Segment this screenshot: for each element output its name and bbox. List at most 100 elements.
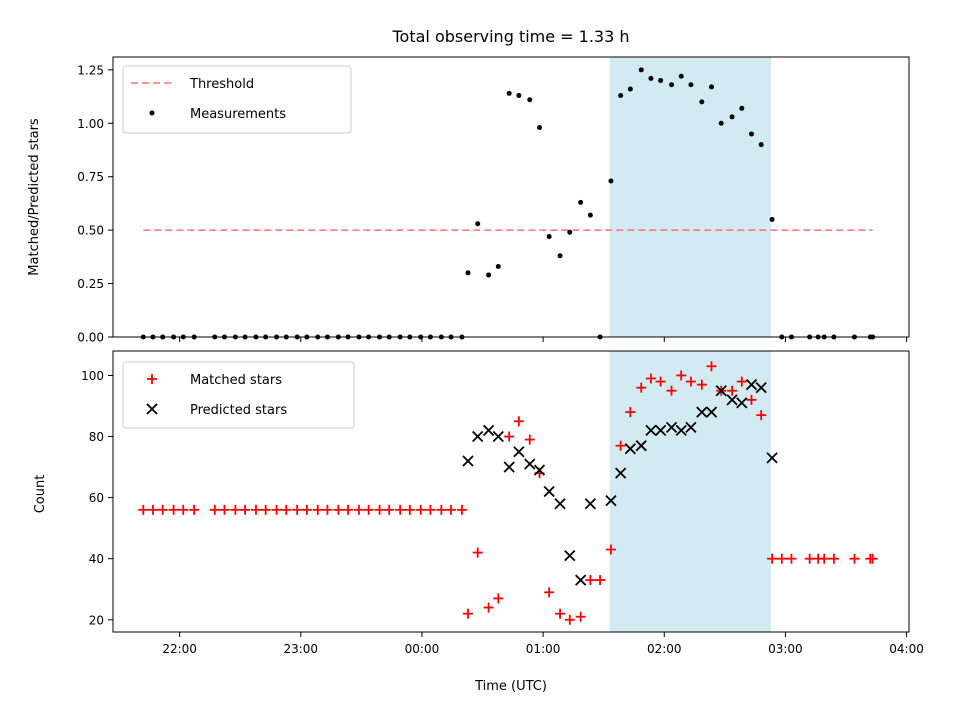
matched-star-point <box>767 553 778 564</box>
measurement-point <box>536 125 542 131</box>
predicted-star-point <box>533 464 546 476</box>
matched-star-point <box>472 547 483 558</box>
matched-star-point <box>564 614 575 625</box>
matched-star-point <box>615 440 626 451</box>
measurement-point <box>669 82 675 88</box>
matched-star-point <box>322 504 333 515</box>
predicted-star-point <box>736 397 748 409</box>
matched-star-point <box>209 504 220 515</box>
matched-star-point <box>736 376 747 387</box>
measurement-point <box>546 234 552 240</box>
matched-star-point <box>696 379 707 390</box>
predicted-star-point <box>624 443 636 455</box>
matched-star-point <box>395 504 406 515</box>
chart-title: Total observing time = 1.33 h <box>391 27 629 46</box>
legend-predicted-swatch <box>146 403 158 415</box>
top-y-tick-label: 0.00 <box>77 331 104 345</box>
predicted-star-point <box>654 424 667 437</box>
matched-star-point <box>415 504 426 515</box>
x-tick-label: 22:00 <box>162 642 197 656</box>
matched-star-point <box>189 504 200 515</box>
predicted-star-point <box>605 495 617 507</box>
x-tick-label: 02:00 <box>647 642 682 656</box>
top-y-tick-label: 1.00 <box>77 117 104 131</box>
top-y-tick-label: 1.25 <box>77 63 104 77</box>
matched-star-point <box>746 394 757 405</box>
predicted-star-point <box>575 574 587 586</box>
matched-star-point <box>685 376 696 387</box>
matched-star-point <box>230 504 241 515</box>
bottom-y-tick-label: 60 <box>89 491 104 505</box>
matched-star-point <box>260 504 271 515</box>
matched-star-point <box>756 410 767 421</box>
bottom-plot-frame <box>112 350 910 633</box>
matched-star-point <box>575 611 586 622</box>
predicted-star-point <box>564 550 576 562</box>
measurement-point <box>627 86 633 92</box>
top-plot-frame <box>112 56 910 338</box>
matched-star-point <box>819 553 830 564</box>
matched-star-point <box>828 553 839 564</box>
predicted-star-point <box>492 430 504 443</box>
matched-star-point <box>585 575 596 586</box>
legend-matched-swatch <box>147 374 157 384</box>
bottom-y-tick-label: 100 <box>81 369 104 383</box>
matched-star-point <box>281 504 292 515</box>
matched-star-point <box>404 504 415 515</box>
matched-star-point <box>655 376 666 387</box>
measurement-point <box>739 105 745 111</box>
top-panel: 0.00 0.25 0.50 0.75 1.00 1.25 Matched/Predict… <box>27 56 910 345</box>
matched-star-point <box>804 553 815 564</box>
measurement-point <box>516 92 522 98</box>
predicted-star-point <box>462 455 474 467</box>
matched-star-point <box>513 416 524 427</box>
top-y-tick-label: 0.75 <box>77 170 104 184</box>
matched-star-point <box>605 544 616 555</box>
matched-star-point <box>636 382 647 393</box>
matched-star-point <box>625 407 636 418</box>
matched-star-point <box>343 504 354 515</box>
measurement-point <box>699 99 705 105</box>
matched-star-point <box>363 504 374 515</box>
matched-star-point <box>706 361 717 372</box>
top-legend: Threshold Measurements <box>122 65 352 134</box>
matched-star-point <box>178 504 189 515</box>
matched-star-point <box>727 385 738 396</box>
legend-threshold-label: Threshold <box>189 77 254 92</box>
matched-star-point <box>666 385 677 396</box>
measurement-point <box>465 270 471 276</box>
predicted-star-point <box>645 424 657 437</box>
matched-star-point <box>271 504 282 515</box>
matched-star-point <box>436 504 447 515</box>
legend-measurements-label: Measurements <box>190 107 286 122</box>
predicted-star-point <box>472 430 484 443</box>
bottom-y-tick-label: 20 <box>89 613 104 627</box>
predicted-star-point <box>705 406 718 418</box>
measurement-point <box>748 131 754 137</box>
matched-star-point <box>504 431 515 442</box>
measurement-point <box>495 263 501 269</box>
matched-star-point <box>384 504 395 515</box>
top-legend-box <box>122 65 352 134</box>
measurement-point <box>557 253 563 259</box>
bottom-y-tick-label: 80 <box>89 430 104 444</box>
matched-star-point <box>333 504 344 515</box>
matched-star-point <box>240 504 251 515</box>
matched-star-point <box>301 504 312 515</box>
measurement-point <box>618 92 624 98</box>
predicted-star-point <box>726 394 738 406</box>
measurement-point <box>688 82 694 88</box>
bottom-y-ticks: 20 40 60 80 100 <box>81 369 113 627</box>
measurement-point <box>678 73 684 79</box>
predicted-star-point <box>696 406 708 418</box>
matched-star-point <box>462 608 473 619</box>
predicted-star-point <box>503 461 515 473</box>
matched-star-point <box>374 504 385 515</box>
predicted-star-point <box>665 421 678 433</box>
matched-star-point <box>138 504 149 515</box>
bottom-x-ticks: 22:00 23:00 00:00 01:00 02:00 03:00 04:00 <box>162 632 924 656</box>
matched-star-point <box>544 587 555 598</box>
matched-star-point <box>353 504 364 515</box>
measurement-point <box>648 75 654 81</box>
legend-measurements-swatch <box>149 110 155 116</box>
